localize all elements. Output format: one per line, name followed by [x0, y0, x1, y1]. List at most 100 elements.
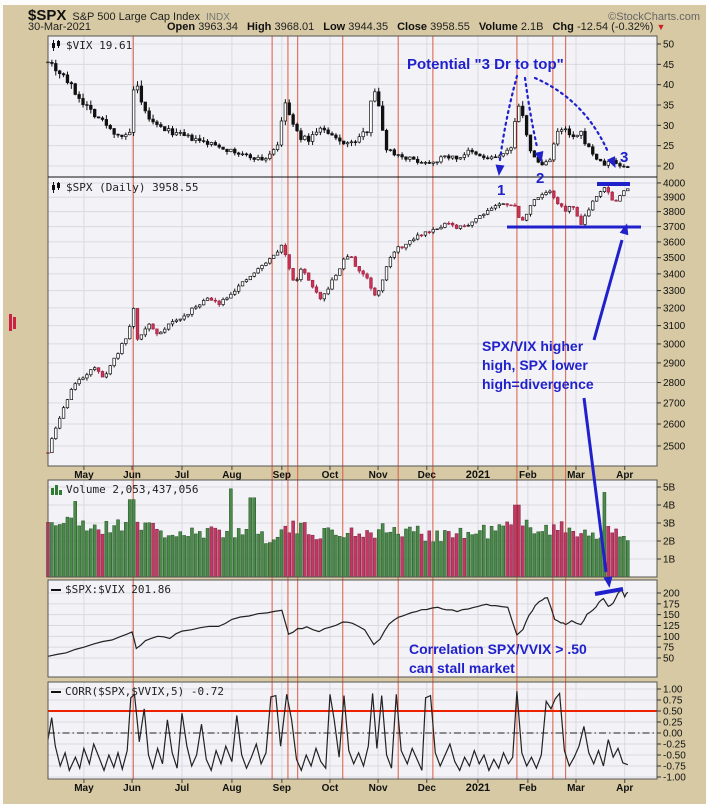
spx-ytick: 3400: [663, 269, 686, 280]
ticker-name: S&P 500 Large Cap Index: [72, 11, 200, 23]
divergence-annotation: SPX/VIX higher high, SPX lower high=dive…: [482, 338, 594, 392]
copyright-text: ©StockCharts.com: [608, 11, 700, 23]
spx-ytick: 3900: [663, 193, 686, 204]
vix-candles: [46, 55, 630, 169]
ratio-panel-label: $SPX:$VIX 201.86: [51, 583, 171, 596]
month-label: Apr: [616, 470, 633, 481]
event-lines: [132, 36, 567, 779]
ratio-ytick: 100: [663, 632, 680, 643]
month-label: Nov: [369, 470, 388, 481]
change-down-triangle-icon: ▼: [656, 22, 666, 32]
left-margin-marks: [9, 314, 16, 331]
month-label: Mar: [567, 470, 585, 481]
spx-ytick: 2600: [663, 420, 686, 431]
vix-ytick: 40: [663, 80, 675, 91]
vix-ytick: 30: [663, 121, 675, 132]
month-label: Dec: [418, 783, 437, 794]
month-label: Aug: [222, 470, 241, 481]
month-label: Sep: [273, 783, 291, 794]
spx-ytick: 2700: [663, 398, 686, 409]
quote-volume: Volume 2.1B: [478, 21, 544, 33]
spx-panel-label: $SPX (Daily) 3958.55: [51, 181, 198, 194]
ratio-ytick: 200: [663, 589, 680, 600]
corr-ytick: 1.00: [663, 685, 683, 696]
vix-ytick: 50: [663, 39, 675, 50]
vol-ytick: 3B: [663, 519, 676, 530]
vol-ytick: 5B: [663, 483, 676, 494]
quote-open: Open 3963.34: [167, 21, 238, 33]
month-label: Aug: [222, 783, 241, 794]
month-label: Jul: [175, 783, 190, 794]
spx-ytick: 4000: [663, 178, 686, 189]
vix-panel-label: $VIX 19.61: [51, 39, 132, 52]
month-label: 2021: [466, 782, 490, 794]
month-label: Oct: [322, 470, 339, 481]
vol-ytick: 4B: [663, 501, 676, 512]
corr-ytick: 0.50: [663, 707, 683, 718]
month-label: Jun: [123, 470, 141, 481]
month-label: May: [74, 783, 94, 794]
ratio-ytick: 125: [663, 621, 680, 632]
vol-ytick: 1B: [663, 555, 676, 566]
marker-1: 1: [497, 182, 506, 199]
y-axis-labels: 20 25 30 35 40 45 50 2500 2600 2700 2800 2900 3000 31…: [657, 39, 686, 784]
spx-ytick: 3500: [663, 253, 686, 264]
volume-panel-label: Volume 2,053,437,056: [51, 483, 198, 496]
candlestick-icon: [52, 40, 60, 51]
ratio-ytick: 175: [663, 599, 680, 610]
spx-ytick: 3200: [663, 303, 686, 314]
spx-ytick: 3800: [663, 207, 686, 218]
month-label: Oct: [322, 783, 339, 794]
quote-close: Close 3958.55: [397, 21, 470, 33]
month-label: Feb: [519, 783, 537, 794]
corr-panel-label: CORR($SPX,$VVIX,5) -0.72: [51, 685, 224, 698]
spx-ytick: 3000: [663, 339, 686, 350]
spx-ytick: 3300: [663, 286, 686, 297]
vix-ytick: 20: [663, 162, 675, 173]
ticker-symbol: $SPX: [28, 7, 67, 24]
month-label: 2021: [466, 469, 490, 481]
spx-ytick: 3600: [663, 237, 686, 248]
vol-ytick: 2B: [663, 537, 676, 548]
histogram-icon: [51, 485, 62, 495]
quote-low: Low 3944.35: [323, 21, 389, 33]
quote-change: Chg -12.54 (-0.32%) ▼: [552, 21, 666, 33]
month-label: Jul: [175, 470, 190, 481]
top-edge-strip: [0, 0, 706, 5]
vix-ytick: 25: [663, 141, 675, 152]
corr-ytick: -0.25: [663, 740, 686, 751]
marker-3: 3: [620, 149, 629, 166]
vix-ytick: 35: [663, 100, 675, 111]
spx-ytick: 3100: [663, 321, 686, 332]
marker-2: 2: [536, 170, 545, 187]
candlestick-icon: [52, 182, 60, 193]
corr-ytick: -1.00: [663, 773, 686, 784]
panel-borders: [47, 35, 658, 780]
month-label: Jun: [123, 783, 141, 794]
ratio-ytick: 150: [663, 610, 680, 621]
corr-ytick: 0.25: [663, 718, 683, 729]
vix-top-annotation: Potential "3 Dr to top": [407, 56, 564, 73]
corr-ytick: 0.00: [663, 729, 683, 740]
month-label: Apr: [616, 783, 633, 794]
month-label: Nov: [369, 783, 388, 794]
correlation-annotation: Correlation SPX/VVIX > .50 can stall mar…: [409, 641, 587, 676]
corr-line: [47, 691, 657, 773]
ratio-ytick: 50: [663, 654, 675, 665]
spx-ytick: 2800: [663, 378, 686, 389]
line-series-icon: [51, 588, 61, 591]
spx-candles: [46, 185, 630, 455]
month-label: Mar: [567, 783, 585, 794]
month-label: Dec: [418, 470, 437, 481]
month-label: May: [74, 470, 94, 481]
spx-ytick: 2900: [663, 358, 686, 369]
month-label: Sep: [273, 470, 291, 481]
quote-bar: 30-Mar-2021 Open 3963.34 High 3968.01 Lo…: [28, 21, 700, 33]
spx-ytick: 3700: [663, 222, 686, 233]
vix-ytick: 45: [663, 60, 675, 71]
line-series-icon: [51, 690, 61, 693]
x-axis-labels: May Jun Jul Aug Sep Oct Nov Dec 2021 Feb Mar Apr May…: [74, 466, 633, 794]
ratio-ytick: 75: [663, 643, 675, 654]
